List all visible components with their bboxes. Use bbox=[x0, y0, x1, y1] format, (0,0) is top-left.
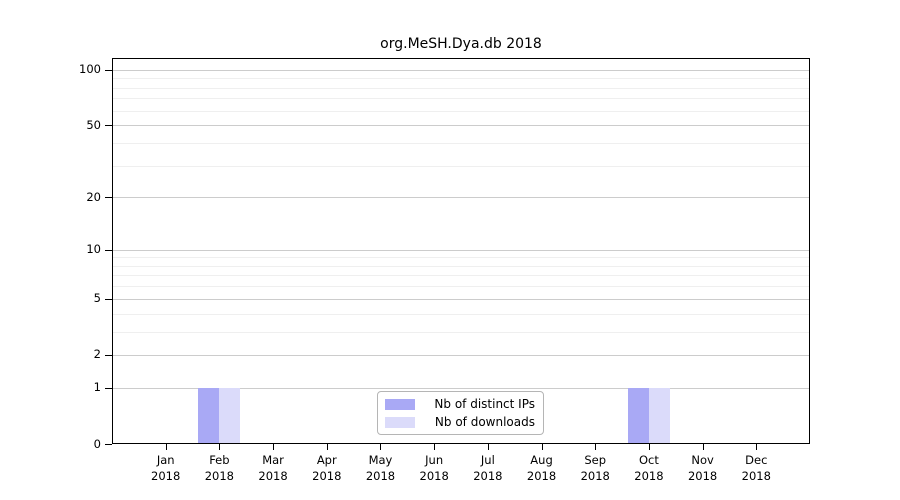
x-axis-tick bbox=[434, 444, 436, 450]
major-gridline bbox=[113, 298, 809, 300]
legend-label-distinct-ips: Nb of distinct IPs bbox=[434, 396, 535, 411]
x-tick-label: Sep 2018 bbox=[580, 453, 610, 483]
x-axis-tick bbox=[487, 444, 489, 450]
x-axis-tick bbox=[326, 444, 328, 450]
x-axis-tick bbox=[702, 444, 704, 450]
x-tick-label: Jul 2018 bbox=[473, 453, 503, 483]
x-axis-tick bbox=[648, 444, 650, 450]
x-tick-label: Feb 2018 bbox=[204, 453, 235, 483]
x-tick-label: Mar 2018 bbox=[258, 453, 288, 483]
bar-downloads bbox=[648, 387, 670, 443]
major-gridline bbox=[113, 69, 809, 71]
chart-title: org.MeSH.Dya.db 2018 bbox=[380, 36, 542, 52]
x-axis-tick bbox=[595, 444, 597, 450]
y-axis-tick bbox=[105, 387, 112, 389]
y-axis-tick bbox=[105, 125, 112, 127]
x-tick-label: Jun 2018 bbox=[419, 453, 449, 483]
x-tick-label: Jan 2018 bbox=[151, 453, 181, 483]
minor-gridline bbox=[113, 265, 809, 267]
x-tick-label: Apr 2018 bbox=[312, 453, 342, 483]
legend-swatch-downloads bbox=[385, 416, 415, 428]
x-axis-tick bbox=[541, 444, 543, 450]
plot-area-frame bbox=[112, 58, 810, 444]
minor-gridline bbox=[113, 286, 809, 288]
minor-gridline bbox=[113, 110, 809, 112]
x-axis-tick bbox=[273, 444, 275, 450]
major-gridline bbox=[113, 249, 809, 251]
y-tick-label: 0 bbox=[93, 436, 101, 451]
x-axis-tick bbox=[219, 444, 221, 450]
y-axis-tick bbox=[105, 354, 112, 356]
legend-item-downloads: Nb of downloads bbox=[385, 415, 535, 430]
legend-label-downloads: Nb of downloads bbox=[434, 414, 535, 429]
minor-gridline bbox=[113, 87, 809, 89]
legend-item-distinct-ips: Nb of distinct IPs bbox=[385, 397, 535, 412]
minor-gridline bbox=[113, 78, 809, 80]
major-gridline bbox=[113, 197, 809, 199]
x-tick-label: Oct 2018 bbox=[634, 453, 664, 483]
legend-swatch-distinct-ips bbox=[385, 398, 415, 410]
minor-gridline bbox=[113, 313, 809, 315]
bar-distinct-ips bbox=[627, 387, 649, 443]
x-tick-label: May 2018 bbox=[365, 453, 396, 483]
y-axis-tick bbox=[105, 249, 112, 251]
major-gridline bbox=[113, 354, 809, 356]
x-tick-label: Dec 2018 bbox=[741, 453, 771, 483]
minor-gridline bbox=[113, 331, 809, 333]
minor-gridline bbox=[113, 165, 809, 167]
y-axis-tick bbox=[105, 69, 112, 71]
x-axis-tick bbox=[380, 444, 382, 450]
minor-gridline bbox=[113, 142, 809, 144]
y-tick-label: 100 bbox=[79, 62, 101, 77]
x-tick-label: Aug 2018 bbox=[526, 453, 557, 483]
y-tick-label: 10 bbox=[86, 242, 101, 257]
y-tick-label: 50 bbox=[86, 117, 101, 132]
y-tick-label: 1 bbox=[93, 380, 101, 395]
legend: Nb of distinct IPs Nb of downloads bbox=[377, 391, 544, 435]
minor-gridline bbox=[113, 275, 809, 277]
y-axis-tick bbox=[105, 197, 112, 199]
x-tick-label: Nov 2018 bbox=[687, 453, 718, 483]
minor-gridline bbox=[113, 257, 809, 259]
y-tick-label: 2 bbox=[93, 347, 101, 362]
y-axis-tick bbox=[105, 444, 112, 445]
bar-distinct-ips bbox=[198, 387, 220, 443]
y-tick-label: 5 bbox=[93, 291, 101, 306]
minor-gridline bbox=[113, 98, 809, 100]
bar-downloads bbox=[219, 387, 241, 443]
major-gridline bbox=[113, 387, 809, 389]
y-axis-tick bbox=[105, 298, 112, 300]
x-axis-tick bbox=[756, 444, 758, 450]
major-gridline bbox=[113, 125, 809, 127]
x-axis-tick bbox=[165, 444, 167, 450]
y-tick-label: 20 bbox=[86, 189, 101, 204]
